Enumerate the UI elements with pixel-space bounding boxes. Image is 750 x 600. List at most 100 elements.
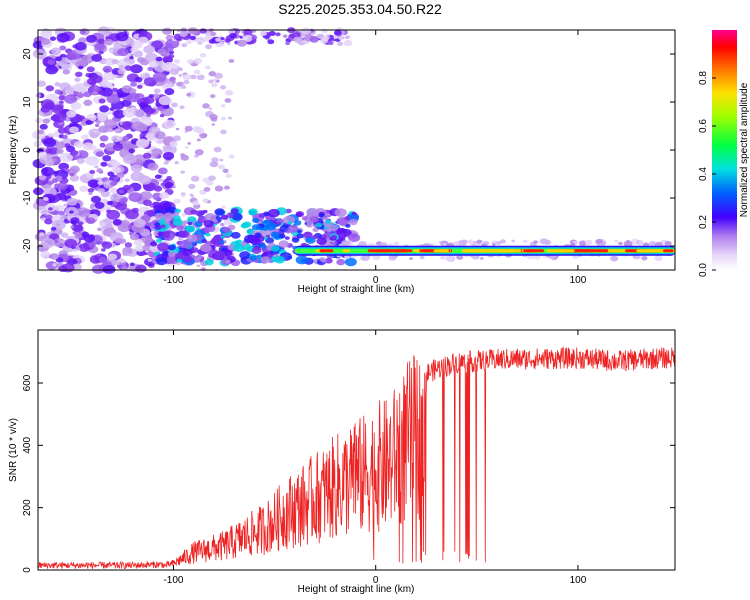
spectrogram-cell	[338, 36, 344, 41]
spectrogram-cell	[95, 151, 105, 157]
spectrogram-cell	[133, 239, 144, 246]
spectrogram-y-tick-label: 10	[22, 96, 33, 108]
spectrogram-cell	[316, 33, 324, 39]
spectrogram-cell	[51, 178, 59, 183]
spectrogram-cell	[321, 28, 328, 34]
spectrogram-cell	[199, 28, 207, 34]
tone-band-peak	[586, 249, 609, 253]
spectrogram-cell	[133, 218, 146, 228]
spectrogram-cell	[198, 255, 203, 259]
spectrogram-cell	[110, 187, 118, 194]
tone-band-peak	[503, 249, 522, 253]
spectrogram-cell	[340, 232, 345, 236]
spectrogram-cell	[87, 179, 100, 188]
spectrogram-cell	[181, 85, 187, 89]
spectrogram-cell	[181, 212, 187, 217]
spectrogram-y-tick-label: 20	[22, 48, 33, 60]
spectrogram-cell	[312, 227, 319, 233]
spectrogram-cell	[61, 63, 73, 72]
spectrogram-cell	[210, 94, 216, 99]
spectrogram-cell	[295, 212, 303, 218]
spectrogram-cell	[123, 56, 131, 62]
spectrogram-cell	[291, 237, 300, 243]
spectrogram-cell	[329, 224, 339, 232]
spectrogram-cell	[219, 222, 225, 227]
spectrogram-cell	[98, 256, 108, 263]
spectrogram-cell	[79, 185, 89, 192]
spectrogram-cell	[134, 244, 145, 252]
spectrogram-cell	[72, 248, 78, 253]
spectrogram-cell	[306, 207, 319, 217]
spectrogram-cell	[361, 254, 370, 262]
colorbar-tick-label: 0.6	[698, 119, 709, 133]
colorbar-tick-label: 0.8	[698, 71, 709, 85]
spectrogram-cell	[69, 210, 74, 214]
spectrogram-cell	[81, 231, 90, 238]
spectrogram-cell	[135, 138, 150, 149]
spectrogram-cell	[154, 225, 162, 231]
spectrogram-cell	[133, 109, 145, 117]
spectrogram-cell	[219, 158, 224, 162]
spectrogram-cell	[85, 156, 100, 166]
spectrogram-cell	[56, 182, 68, 191]
spectrogram-cell	[196, 264, 201, 268]
spectrogram-cell	[97, 90, 105, 96]
spectrogram-cell	[102, 65, 113, 73]
spectrogram-cell	[229, 32, 237, 39]
spectrogram-cell	[128, 148, 136, 154]
spectrogram-cell	[267, 39, 275, 45]
tone-band-peak	[433, 249, 449, 253]
spectrogram-cell	[160, 224, 166, 229]
spectrogram-cell	[334, 208, 347, 217]
spectrogram-cell	[110, 160, 119, 167]
spectrogram-cell	[186, 59, 194, 64]
spectrogram-cell	[337, 41, 343, 46]
spectrogram-cell	[124, 178, 130, 182]
spectrogram-cell	[143, 77, 157, 87]
spectrogram-cell	[129, 262, 135, 267]
spectrogram-cell	[143, 252, 149, 256]
spectrogram-cell	[176, 66, 182, 71]
spectrogram-cell	[170, 68, 179, 75]
spectrogram-cell	[189, 74, 197, 80]
spectrogram-cell	[37, 80, 46, 87]
spectrogram-heatmap	[32, 26, 676, 274]
spectrogram-cell	[80, 30, 86, 35]
spectrogram-cell	[108, 49, 114, 53]
spectrogram-cell	[106, 209, 112, 214]
spectrogram-cell	[105, 82, 113, 87]
spectrogram-cell	[39, 123, 48, 130]
spectrogram-cell	[69, 172, 75, 177]
spectrogram-cell	[221, 226, 228, 231]
spectrogram-cell	[638, 240, 644, 245]
spectrogram-cell	[153, 88, 161, 94]
colorbar-gradient	[712, 30, 737, 270]
spectrogram-cell	[182, 220, 189, 225]
spectrogram-cell	[101, 241, 113, 249]
snr-y-axis-label: SNR (10 * v/v)	[8, 418, 19, 482]
spectrogram-cell	[96, 253, 101, 257]
spectrogram-cell	[303, 231, 313, 239]
spectrogram-cell	[333, 35, 339, 39]
spectrogram-cell	[81, 134, 89, 140]
spectrogram-cell	[43, 196, 49, 201]
spectrogram-cell	[107, 171, 115, 177]
tone-band-peak	[342, 249, 351, 253]
spectrogram-cell	[190, 175, 200, 182]
spectrogram-cell	[58, 95, 66, 101]
spectrogram-cell	[309, 215, 319, 223]
spectrogram-cell	[186, 92, 192, 97]
spectrogram-cell	[117, 48, 129, 57]
tone-band-peak	[663, 249, 674, 253]
spectrogram-cell	[157, 106, 164, 111]
spectrogram-cell	[228, 58, 235, 63]
spectrogram-cell	[118, 189, 124, 194]
spectrogram-cell	[522, 239, 528, 243]
spectrogram-cell	[293, 36, 302, 43]
tone-band-peak	[645, 249, 667, 253]
colorbar-tick-label: 0.4	[698, 167, 709, 181]
spectrogram-cell	[315, 222, 323, 228]
snr-x-tick-label: 100	[570, 575, 587, 586]
spectrogram-cell	[158, 95, 172, 106]
spectrogram-cell	[94, 123, 100, 127]
